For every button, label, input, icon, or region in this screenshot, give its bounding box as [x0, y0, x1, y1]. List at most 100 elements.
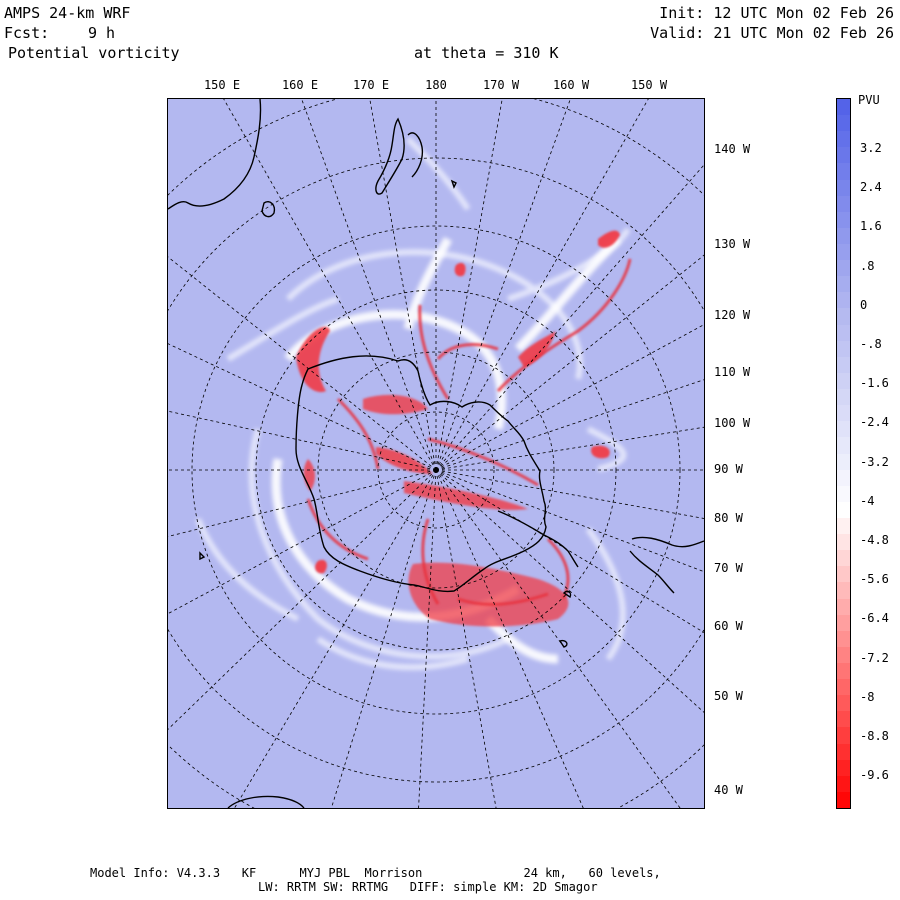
colorbar-segment: [837, 485, 850, 503]
valid-time: Valid: 21 UTC Mon 02 Feb 26: [650, 24, 894, 42]
colorbar-tick-label: -.8: [860, 337, 882, 351]
colorbar-segment: [837, 501, 850, 519]
lon-label: 170 E: [352, 78, 390, 92]
forecast-value: 9 h: [88, 24, 116, 42]
colorbar-segment: [837, 308, 850, 326]
meridian-lines: [168, 99, 704, 808]
colorbar-tick-label: -4.8: [860, 533, 889, 547]
init-time: Init: 12 UTC Mon 02 Feb 26: [659, 4, 894, 22]
colorbar-segment: [837, 179, 850, 197]
meridian-label: 80 W: [714, 511, 743, 525]
theta-level: at theta = 310 K: [414, 44, 559, 62]
colorbar-segment: [837, 147, 850, 164]
lon-label: 170 W: [482, 78, 520, 92]
pv-colorbar: [836, 98, 851, 809]
colorbar-segment: [837, 453, 850, 471]
south-america-coastline: [629, 536, 704, 594]
colorbar-tick-label: .8: [860, 258, 875, 273]
colorbar-segment: [837, 324, 850, 342]
colorbar-segment: [837, 630, 850, 648]
colorbar-segment: [837, 372, 850, 390]
colorbar-segment: [837, 662, 850, 680]
colorbar-tick-label: -1.6: [860, 376, 889, 391]
colorbar-segment: [837, 517, 850, 535]
lon-label: 150 W: [630, 78, 668, 92]
colorbar-segment: [837, 227, 850, 245]
meridian-label: 100 W: [714, 416, 751, 430]
colorbar-tick-label: 2.4: [860, 180, 882, 195]
colorbar-segment: [837, 405, 850, 422]
colorbar-tick-label: -9.6: [860, 768, 889, 783]
meridian-label: 70 W: [714, 561, 743, 575]
colorbar-unit: PVU: [858, 93, 880, 107]
colorbar-segment: [837, 292, 850, 309]
colorbar-segment: [837, 727, 850, 745]
colorbar-segment: [837, 550, 850, 567]
meridian-label: 120 W: [714, 308, 751, 322]
colorbar-tick-label: -8: [860, 689, 875, 704]
pv-light-filaments: [195, 136, 631, 671]
colorbar-segment: [837, 340, 850, 358]
colorbar-segment: [837, 115, 850, 132]
colorbar-tick-label: 1.6: [860, 219, 882, 234]
lon-label: 150 E: [203, 78, 241, 92]
colorbar-segment: [837, 99, 850, 116]
colorbar-segment: [837, 163, 850, 181]
colorbar-tick-label: -2.4: [860, 415, 889, 430]
colorbar-segment: [837, 260, 850, 277]
colorbar-segment: [837, 775, 850, 793]
lon-label: 180: [425, 78, 447, 92]
antarctica-coastline: [295, 355, 547, 593]
colorbar-segment: [837, 437, 850, 454]
africa-coastline: [227, 795, 305, 808]
colorbar-segment: [837, 211, 850, 229]
lon-label: 160 W: [552, 78, 590, 92]
falkland-islands-coastline: [562, 590, 572, 599]
colorbar-tick-label: 3.2: [860, 141, 882, 155]
meridian-label: 50 W: [714, 689, 743, 703]
island-coastline: [450, 179, 457, 189]
meridian-label: 130 W: [714, 237, 751, 251]
lon-label: 160 E: [281, 78, 319, 92]
colorbar-segment: [837, 131, 850, 148]
meridian-label: 90 W: [714, 462, 743, 476]
colorbar-segment: [837, 646, 850, 664]
australia-coastline: [168, 99, 262, 210]
meridian-label: 110 W: [714, 365, 751, 379]
colorbar-tick-label: -4: [860, 493, 875, 508]
colorbar-segment: [837, 276, 850, 293]
colorbar-tick-label: -6.4: [860, 611, 889, 626]
island-coastline: [199, 551, 206, 561]
pv-map-panel: [167, 98, 705, 809]
model-title: AMPS 24-km WRF: [4, 4, 131, 22]
colorbar-segment: [837, 679, 850, 696]
colorbar-segment: [837, 743, 850, 761]
coastlines: [168, 99, 704, 808]
colorbar-segment: [837, 791, 850, 809]
colorbar-tick-label: -8.8: [860, 729, 889, 743]
colorbar-segment: [837, 695, 850, 712]
meridian-label: 40 W: [714, 783, 743, 797]
colorbar-segment: [837, 356, 850, 374]
meridian-label: 60 W: [714, 619, 743, 633]
colorbar-segment: [837, 598, 850, 616]
model-info-line2: LW: RRTM SW: RRTMG DIFF: simple KM: 2D S…: [258, 880, 598, 894]
colorbar-segment: [837, 711, 850, 728]
colorbar-tick-label: -3.2: [860, 454, 889, 469]
antarctic-peninsula-coastline: [497, 510, 579, 568]
colorbar-segment: [837, 582, 850, 600]
colorbar-tick-label: -7.2: [860, 650, 889, 665]
colorbar-segment: [837, 566, 850, 583]
colorbar-segment: [837, 244, 850, 261]
meridian-label: 140 W: [714, 142, 751, 156]
colorbar-tick-label: 0: [860, 297, 868, 312]
colorbar-segment: [837, 469, 850, 487]
colorbar-segment: [837, 614, 850, 632]
model-info-line1: Model Info: V4.3.3 KF MYJ PBL Morrison 2…: [90, 866, 661, 880]
field-name: Potential vorticity: [8, 44, 180, 62]
new-zealand-coastline: [375, 117, 424, 195]
colorbar-segment: [837, 389, 850, 406]
colorbar-segment: [837, 195, 850, 213]
south-georgia-coastline: [558, 639, 568, 648]
colorbar-segment: [837, 421, 850, 438]
